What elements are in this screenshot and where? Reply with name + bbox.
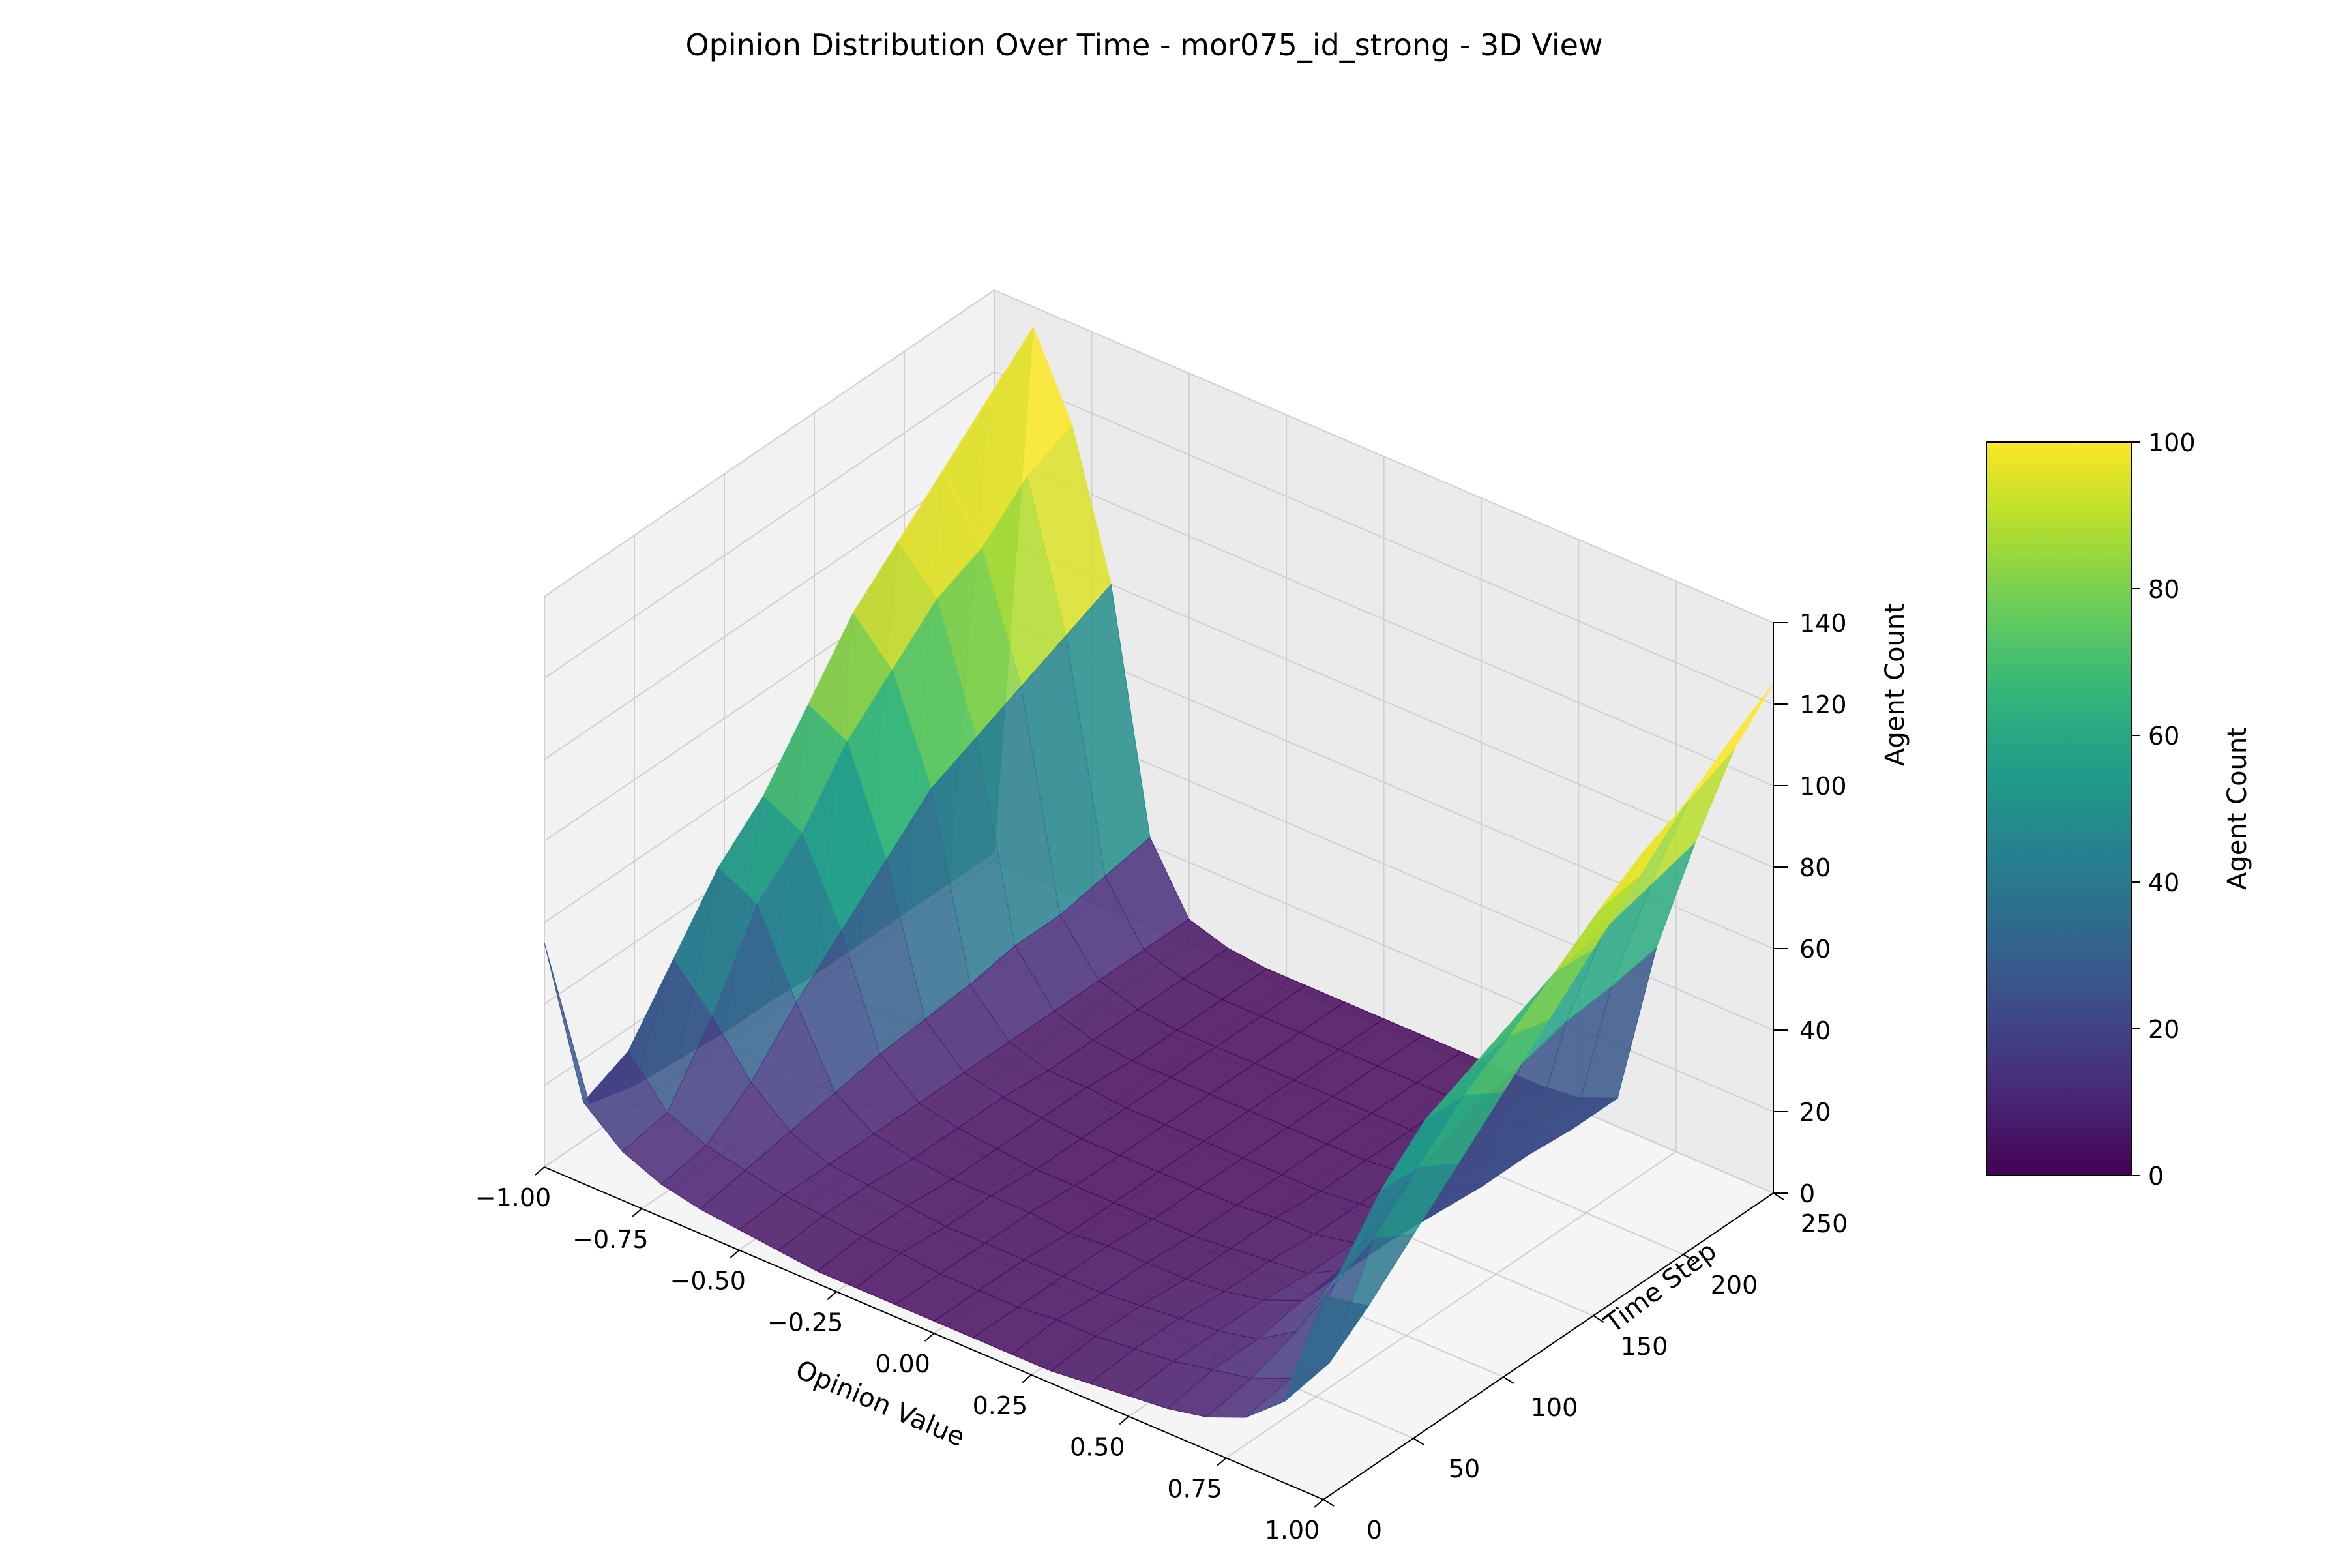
y-tick (1413, 1438, 1424, 1445)
x-tick (1119, 1415, 1129, 1425)
y-tick (1593, 1315, 1604, 1323)
x-tick (632, 1207, 643, 1217)
z-tick-label: 100 (1799, 772, 1847, 801)
grid-line (994, 371, 1774, 705)
grid-line (544, 371, 995, 679)
x-tick (730, 1249, 740, 1259)
y-tick-label: 50 (1449, 1455, 1480, 1483)
y-tick-label: 150 (1621, 1332, 1668, 1361)
y-tick (1503, 1376, 1514, 1384)
chart-title: Opinion Distribution Over Time - mor075_… (685, 27, 1602, 63)
y-axis-line (1323, 1192, 1774, 1500)
z-axis-label: Agent Count (1880, 603, 1910, 766)
grid-line (544, 289, 995, 597)
y-tick (1773, 1192, 1784, 1200)
z-tick-label: 20 (1799, 1098, 1831, 1127)
x-tick-label: 0.50 (1070, 1433, 1125, 1462)
grid-line (544, 452, 995, 760)
x-tick-label: −0.50 (670, 1267, 746, 1295)
x-tick-label: 0.25 (973, 1391, 1028, 1420)
colorbar-tick-label: 20 (2148, 1015, 2179, 1044)
y-tick-label: 0 (1366, 1516, 1382, 1545)
x-tick-label: −1.00 (475, 1183, 551, 1212)
surface-face (1284, 1295, 1369, 1403)
grid-line (994, 452, 1774, 786)
x-tick (924, 1333, 935, 1342)
x-tick (1216, 1457, 1227, 1467)
y-tick (1683, 1254, 1694, 1262)
colorbar-tick-label: 100 (2148, 428, 2196, 457)
colorbar: 0 20 40 60 80 100 (1986, 428, 2196, 1191)
x-tick (535, 1166, 545, 1176)
y-tick-label: 200 (1711, 1271, 1758, 1299)
x-tick-label: 0.75 (1167, 1474, 1222, 1503)
z-tick-label: 60 (1799, 935, 1831, 964)
x-tick-label: 1.00 (1265, 1516, 1320, 1545)
surface-mesh (544, 326, 1774, 1418)
colorbar-tick-label: 0 (2148, 1162, 2164, 1191)
colorbar-tick-label: 40 (2148, 868, 2179, 897)
z-tick-label: 140 (1799, 609, 1847, 638)
x-tick-label: −0.25 (767, 1308, 843, 1337)
grid-line (994, 534, 1774, 868)
x-tick (1022, 1374, 1032, 1383)
colorbar-label: Agent Count (2222, 727, 2252, 890)
grid-line (1226, 1151, 1677, 1459)
z-tick-label: 0 (1799, 1179, 1815, 1208)
x-tick (1314, 1499, 1324, 1508)
colorbar-gradient (1986, 441, 2132, 1176)
colorbar-tick-label: 60 (2148, 722, 2179, 750)
y-tick-label: 250 (1801, 1209, 1848, 1238)
z-tick-label: 120 (1799, 690, 1847, 719)
colorbar-tick-label: 80 (2148, 575, 2179, 604)
grid-line (994, 289, 1774, 623)
axes: −1.00 −0.75 −0.50 −0.25 0.00 0.25 0.50 0.75 1.00… (475, 609, 1848, 1545)
z-tick-label: 40 (1799, 1016, 1831, 1045)
x-tick-label: 0.00 (875, 1350, 930, 1378)
x-tick (827, 1291, 837, 1301)
y-tick (1323, 1499, 1335, 1507)
x-tick-label: −0.75 (572, 1225, 648, 1254)
z-tick-label: 80 (1799, 853, 1831, 882)
y-tick-label: 100 (1531, 1393, 1578, 1422)
